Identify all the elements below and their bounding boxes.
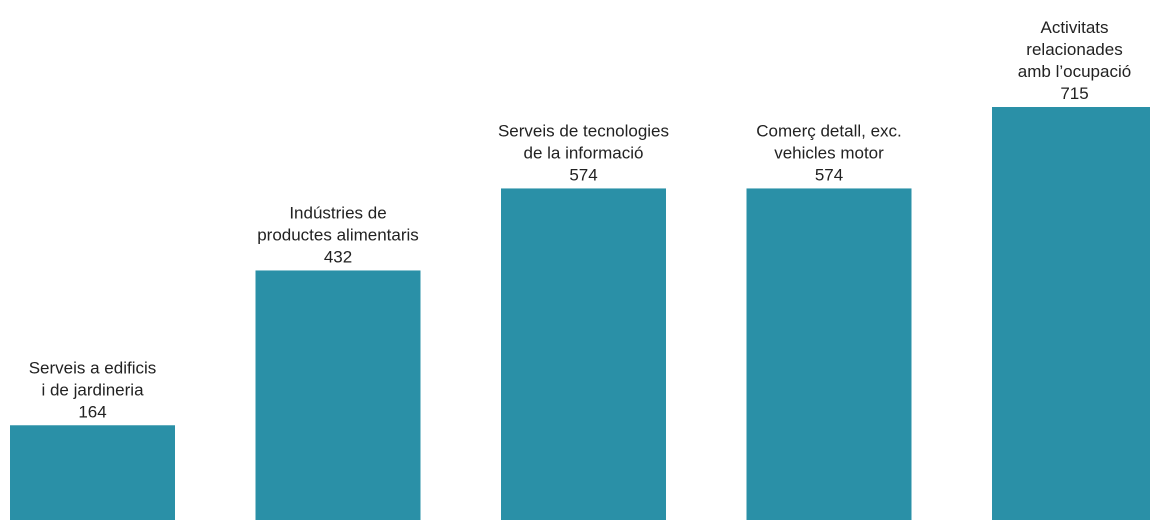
category-label: vehicles motor: [774, 143, 884, 162]
category-label: Serveis de tecnologies: [498, 121, 669, 140]
category-label: productes alimentaris: [257, 225, 419, 244]
bar: [746, 188, 912, 520]
value-label: 432: [324, 247, 352, 266]
value-label: 715: [1060, 84, 1088, 103]
category-label: Serveis a edificis: [29, 358, 157, 377]
bar: [255, 270, 421, 520]
bar: [501, 188, 666, 520]
category-label: amb l’ocupació: [1018, 62, 1131, 81]
category-label: Indústries de: [289, 203, 386, 222]
category-label: de la informació: [523, 143, 643, 162]
value-label: 164: [78, 402, 106, 421]
category-label: Comerç detall, exc.: [756, 121, 902, 140]
value-label: 574: [815, 165, 843, 184]
category-label: Activitats: [1040, 18, 1108, 37]
category-label: relacionades: [1026, 40, 1122, 59]
value-label: 574: [569, 165, 597, 184]
category-label: i de jardineria: [41, 380, 144, 399]
bar: [992, 107, 1150, 520]
bar: [10, 425, 175, 520]
